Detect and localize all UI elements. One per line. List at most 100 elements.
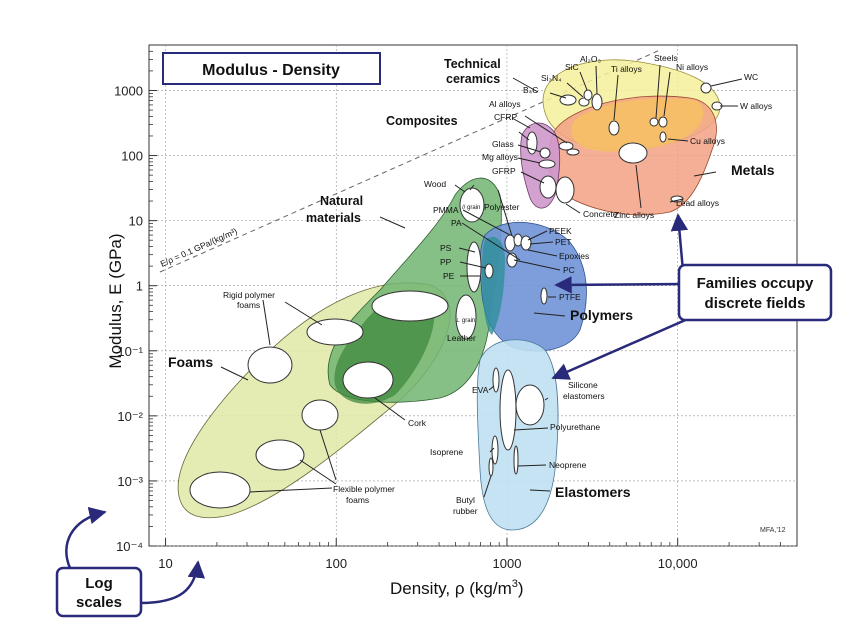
gfrp-bubble <box>539 175 557 199</box>
material-bubbles <box>189 82 723 509</box>
label-wood-parallel: // grain <box>462 205 480 211</box>
x-tick-label: 10 <box>158 556 172 571</box>
families-callout-line2: discrete fields <box>705 295 806 312</box>
y-tick-label: 10⁻² <box>117 409 143 424</box>
x-axis-title-main: Density, ρ (kg/m <box>390 579 512 598</box>
al-alloys-bubble-2 <box>566 148 580 156</box>
label-wc: WC <box>744 72 758 82</box>
elastomers-label: Elastomers <box>555 484 631 500</box>
label-flexible-foams-line1: Flexible polymer <box>333 484 395 494</box>
label-pc: PC <box>563 265 575 275</box>
rigid-foam-bubble-2 <box>306 318 364 346</box>
y-tick-label: 10 <box>129 214 143 229</box>
wood-perp-bubble <box>455 294 477 340</box>
label-ps: PS <box>440 243 452 253</box>
label-zinc-alloys: Zinc alloys <box>614 210 654 220</box>
glass-bubble <box>539 147 551 159</box>
neoprene-bubble <box>513 445 519 475</box>
cu-alloys-bubble <box>659 131 667 143</box>
label-silicone-line1: Silicone <box>568 380 598 390</box>
families-callout-line1: Families occupy <box>697 275 814 292</box>
isoprene-bubble <box>491 435 499 465</box>
steels-bubble <box>649 117 659 127</box>
label-eva: EVA <box>472 385 489 395</box>
polymers-envelope <box>479 221 587 352</box>
technical-ceramics-label-line1: Technical <box>444 57 501 71</box>
natural-polymers-overlap <box>482 236 505 335</box>
label-sic: SiC <box>565 62 579 72</box>
polymers-label: Polymers <box>570 307 633 323</box>
y-tick-label: 100 <box>121 149 143 164</box>
x-tick-label: 100 <box>325 556 347 571</box>
label-pp: PP <box>440 257 452 267</box>
y-axis-title: Modulus, E (GPa) <box>106 233 125 368</box>
leader-lines <box>249 64 743 498</box>
flexible-foam-bubble-3 <box>301 399 339 431</box>
label-pe: PE <box>443 271 455 281</box>
x-axis-title-sup: 3 <box>512 578 518 590</box>
cork-bubble <box>342 361 394 399</box>
label-pet: PET <box>555 237 572 247</box>
label-flexible-foams-line2: foams <box>346 495 369 505</box>
log-scales-callout-box <box>55 566 143 618</box>
ptfe-bubble <box>540 287 548 305</box>
polymer-cluster-1 <box>504 234 516 252</box>
credit-mfa: MFA,'12 <box>760 527 786 534</box>
x-tick-label: 1000 <box>493 556 522 571</box>
composites-label: Composites <box>386 114 458 128</box>
label-silicone-line2: elastomers <box>563 391 605 401</box>
callout-arrow-metals <box>670 213 689 272</box>
label-ni-alloys: Ni alloys <box>676 62 708 72</box>
callout-arrow-elastomers <box>551 316 691 380</box>
label-gfrp: GFRP <box>492 166 516 176</box>
log-callout-line1: Log <box>85 575 113 592</box>
rigid-foam-bubble-1 <box>247 346 293 384</box>
guide-line-e-over-rho <box>159 49 661 273</box>
foams-label: Foams <box>168 354 213 370</box>
label-steels: Steels <box>654 53 678 63</box>
label-wood-perp: ⊥ grain <box>455 317 475 324</box>
axis-ticks: 10 100 1000 10,000 10⁻⁴ 10⁻³ 10⁻² 10⁻¹ 1 10 100 100… <box>114 50 781 571</box>
technical-ceramics-label-line2: ceramics <box>446 72 500 86</box>
label-mg-alloys: Mg alloys <box>482 152 518 162</box>
label-ptfe: PTFE <box>559 292 581 302</box>
material-labels: Al₂O₃ SiC Si₃N₄ B₄C Steels Ti alloys Ni … <box>223 53 772 516</box>
label-butyl-line2: rubber <box>453 506 478 516</box>
log-callout-arrow-y <box>65 506 107 569</box>
y-tick-label: 1 <box>136 279 143 294</box>
pe-small-bubble <box>484 263 494 279</box>
families-callout-box <box>677 263 833 322</box>
label-polyurethane: Polyurethane <box>550 422 600 432</box>
natural-materials-label-line2: materials <box>306 211 361 225</box>
rigid-foam-bubble-3 <box>371 290 449 322</box>
al2o3-bubble <box>591 93 603 111</box>
flexible-foam-bubble-2 <box>255 439 305 471</box>
label-b4c: B₄C <box>523 85 538 95</box>
callout-arrow-polymers <box>554 276 684 294</box>
y-tick-label: 1000 <box>114 83 143 98</box>
chart-title: Modulus - Density <box>202 62 340 79</box>
label-wood: Wood <box>424 179 446 189</box>
x-tick-label: 10,000 <box>658 556 698 571</box>
chart-title-box <box>162 52 381 85</box>
elastomers-envelope <box>476 339 559 531</box>
label-cfrp: CFRP <box>494 112 517 122</box>
label-rigid-foams-line2: foams <box>237 300 260 310</box>
label-polyester: Polyester <box>484 202 520 212</box>
zinc-alloys-bubble <box>618 142 648 164</box>
log-callout-line2: scales <box>76 594 122 611</box>
silicone-bubble <box>515 384 545 426</box>
pp-pe-bubble <box>466 241 482 293</box>
label-epoxies: Epoxies <box>559 251 589 261</box>
flexible-foam-bubble-1 <box>189 471 251 509</box>
y-tick-label: 10⁻³ <box>117 474 143 489</box>
sic-bubble <box>583 89 593 101</box>
label-ti-alloys: Ti alloys <box>611 64 642 74</box>
label-lead-alloys: Lead alloys <box>676 198 719 208</box>
ni-alloys-bubble <box>658 116 668 128</box>
x-axis-title: Density, ρ (kg/m3) <box>390 578 524 598</box>
label-cu-alloys: Cu alloys <box>690 136 725 146</box>
y-tick-label: 10⁻⁴ <box>116 539 143 554</box>
label-si3n4: Si₃N₄ <box>541 73 562 83</box>
